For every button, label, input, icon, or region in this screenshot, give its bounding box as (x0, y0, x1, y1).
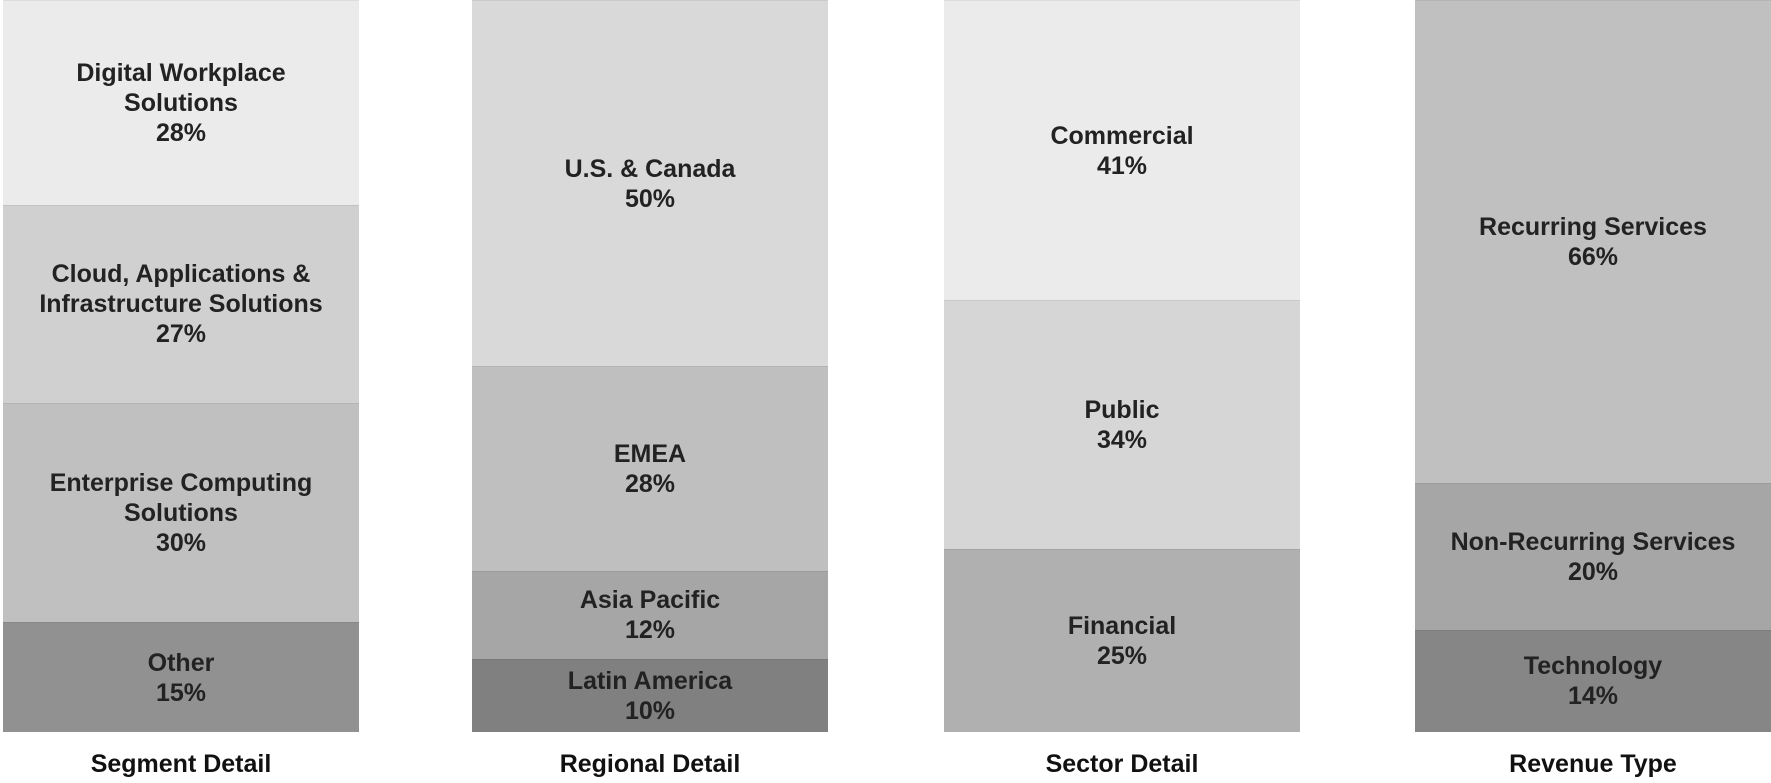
segment-label: Technology (1523, 652, 1663, 681)
value-label: 66% (1567, 243, 1619, 272)
segment: Other 15% (3, 622, 359, 732)
segment-label: Cloud, Applications & Infrastructure Sol… (39, 260, 323, 319)
segment: Financial 25% (944, 549, 1300, 732)
segment-label: Other (147, 648, 215, 677)
segment: Commercial 41% (944, 0, 1300, 301)
value-label: 28% (155, 118, 207, 147)
segment-label: Non-Recurring Services (1450, 527, 1736, 556)
column: Digital Workplace Solutions 28% Cloud, App… (3, 0, 359, 732)
segment-label: EMEA (613, 439, 687, 468)
value-label: 34% (1096, 426, 1148, 455)
value-label: 50% (624, 184, 676, 213)
column: Commercial 41% Public 34% Financial 25% (944, 0, 1300, 732)
segment: Public 34% (944, 300, 1300, 549)
segment-label: Asia Pacific (579, 586, 721, 615)
value-label: 15% (155, 678, 207, 707)
value-label: 25% (1096, 642, 1148, 670)
segment: Asia Pacific 12% (472, 570, 828, 659)
segment: Enterprise Computing Solutions 30% (3, 402, 359, 623)
segment: Non-Recurring Services 20% (1415, 483, 1771, 630)
segment: Cloud, Applications & Infrastructure Sol… (3, 204, 359, 403)
value-label: 10% (624, 696, 676, 725)
segment-label: Recurring Services (1479, 213, 1707, 242)
segment-label: Digital Workplace Solutions (76, 58, 286, 117)
value-label: 20% (1567, 557, 1619, 586)
segment-label: U.S. & Canada (564, 154, 736, 183)
value-label: 30% (155, 528, 207, 557)
value-label: 12% (624, 616, 676, 645)
column: Recurring Services 66% Non-Recurring Servi… (1415, 0, 1771, 732)
segment-label: Commercial (1050, 121, 1194, 150)
segment: EMEA 28% (472, 366, 828, 571)
segment: Digital Workplace Solutions 28% (3, 0, 359, 205)
value-label: 14% (1567, 682, 1619, 711)
segment: Latin America 10% (472, 658, 828, 732)
value-label: 27% (155, 320, 207, 349)
value-label: 28% (624, 469, 676, 498)
column-title: Regional Detail (559, 750, 741, 778)
segment-label: Latin America (567, 666, 733, 695)
column-title: Segment Detail (90, 750, 272, 778)
segment-label: Enterprise Computing Solutions (49, 468, 313, 527)
value-label: 41% (1096, 151, 1148, 180)
segment: Technology 14% (1415, 629, 1771, 732)
segment-label: Public (1084, 396, 1160, 425)
column-title: Sector Detail (1045, 750, 1199, 778)
column-title: Revenue Type (1509, 750, 1677, 778)
segment: U.S. & Canada 50% (472, 0, 828, 366)
segment-label: Financial (1067, 612, 1177, 640)
column: U.S. & Canada 50% EMEA 28% Asia Pacific 12% La… (472, 0, 828, 732)
segment: Recurring Services 66% (1415, 0, 1771, 484)
